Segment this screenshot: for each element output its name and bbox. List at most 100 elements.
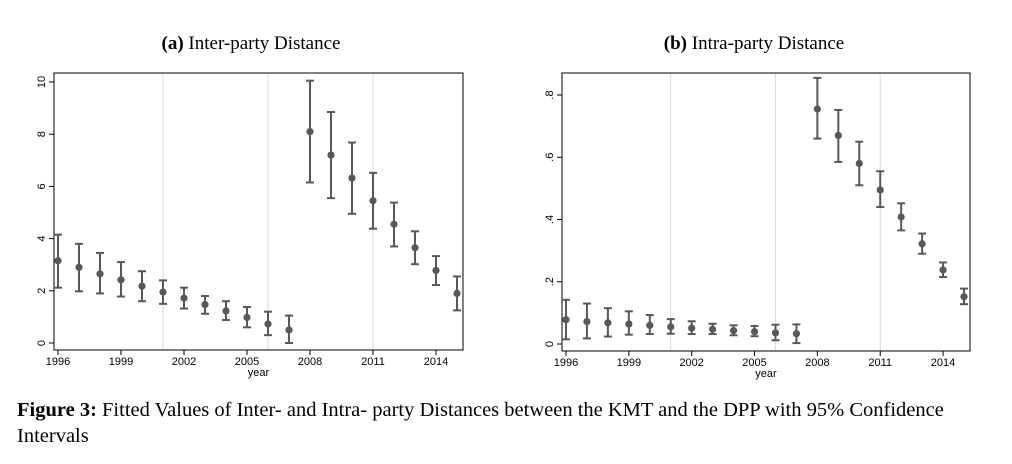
inter-marker bbox=[54, 257, 62, 265]
inter-ytick-label: 2 bbox=[36, 288, 48, 294]
intra-plot-frame bbox=[561, 72, 971, 352]
intra-point-2004 bbox=[729, 324, 738, 337]
intra-marker bbox=[604, 319, 612, 327]
intra-marker bbox=[939, 266, 947, 274]
inter-point-2001 bbox=[159, 279, 167, 305]
intra-point-1997 bbox=[582, 302, 591, 340]
inter-point-2011 bbox=[369, 171, 377, 230]
intra-marker bbox=[583, 317, 591, 326]
intra-marker bbox=[709, 325, 717, 333]
intra-marker bbox=[771, 329, 780, 337]
intra-xtick-label: 2011 bbox=[868, 357, 892, 369]
inter-point-1996 bbox=[54, 233, 62, 289]
intra-xtick-label: 2002 bbox=[679, 357, 703, 369]
inter-marker bbox=[285, 326, 293, 334]
inter-marker bbox=[138, 282, 146, 290]
inter-point-1998 bbox=[96, 251, 104, 295]
panel-b-title: (b) Intra-party Distance bbox=[556, 33, 952, 55]
inter-marker bbox=[411, 244, 419, 252]
inter-marker bbox=[432, 266, 440, 275]
inter-xtick-label: 1999 bbox=[109, 356, 133, 368]
intra-marker bbox=[960, 293, 968, 301]
inter-ytick-label: 0 bbox=[36, 340, 48, 346]
intra-marker bbox=[625, 320, 633, 328]
intra-point-2003 bbox=[708, 322, 717, 336]
inter-marker bbox=[201, 301, 209, 309]
intra-point-2010 bbox=[855, 140, 864, 187]
intra-marker bbox=[855, 159, 863, 168]
inter-xtick-label: 2011 bbox=[361, 356, 385, 368]
inter-marker bbox=[96, 270, 104, 278]
intra-point-2011 bbox=[876, 170, 885, 209]
intra-marker bbox=[646, 321, 654, 329]
intra-marker bbox=[918, 240, 926, 248]
inter-marker bbox=[264, 320, 272, 328]
inter-ytick-label: 8 bbox=[36, 131, 48, 137]
inter-xtick-label: 2005 bbox=[235, 356, 259, 368]
inter-point-2002 bbox=[180, 286, 188, 310]
intra-marker bbox=[834, 131, 842, 140]
intra-point-2012 bbox=[897, 202, 906, 232]
intra-point-2005 bbox=[750, 324, 759, 338]
inter-point-2010 bbox=[348, 141, 356, 215]
intra-point-2007 bbox=[792, 323, 801, 345]
intra-marker bbox=[729, 327, 738, 335]
intra-xtick-label: 2008 bbox=[805, 357, 829, 369]
inter-point-1999 bbox=[117, 261, 125, 298]
inter-marker bbox=[159, 288, 167, 296]
inter-point-2004 bbox=[222, 300, 230, 322]
intra-ytick-label: 0 bbox=[544, 341, 556, 347]
inter-plot-frame bbox=[53, 72, 464, 351]
intra-point-2009 bbox=[834, 108, 843, 163]
inter-xtick-label: 2008 bbox=[298, 356, 322, 368]
intra-marker bbox=[813, 105, 821, 113]
inter-point-2013 bbox=[411, 230, 419, 266]
inter-marker bbox=[327, 151, 335, 159]
inter-point-2015 bbox=[453, 275, 461, 312]
intra-xtick-label: 2005 bbox=[742, 357, 766, 369]
inter-point-2012 bbox=[390, 201, 398, 248]
intra-marker bbox=[562, 316, 570, 324]
intra-xtick-label: 1999 bbox=[617, 357, 641, 369]
panel-b-title-text: Intra-party Distance bbox=[691, 33, 845, 54]
inter-point-2000 bbox=[138, 270, 146, 303]
intra-xtick-label: 1996 bbox=[554, 357, 578, 369]
intra-ytick-label: .8 bbox=[544, 90, 556, 99]
intra-point-1999 bbox=[624, 310, 633, 336]
intra-ytick-label: .2 bbox=[544, 277, 556, 286]
panel-a-title-text: Inter-party Distance bbox=[188, 33, 341, 54]
panel-b-label: (b) bbox=[663, 33, 687, 54]
intra-point-1998 bbox=[603, 307, 612, 338]
inter-point-1997 bbox=[75, 242, 83, 293]
intra-point-2013 bbox=[918, 232, 927, 255]
figure-caption-label: Figure 3: bbox=[17, 399, 97, 421]
figure-caption: Figure 3: Fitted Values of Inter- and In… bbox=[17, 397, 1002, 449]
inter-ytick-label: 4 bbox=[36, 236, 48, 242]
figure-caption-text: Fitted Values of Inter- and Intra- party… bbox=[17, 399, 944, 447]
panel-a-title: (a) Inter-party Distance bbox=[53, 33, 449, 55]
intra-point-2015 bbox=[960, 287, 968, 306]
inter-point-2008 bbox=[306, 79, 314, 184]
intra-point-1996 bbox=[562, 298, 570, 341]
intra-point-2014 bbox=[939, 261, 948, 279]
intra-x-axis-label: year bbox=[755, 368, 777, 380]
intra-point-2008 bbox=[813, 76, 822, 140]
inter-x-axis-label: year bbox=[248, 367, 270, 379]
inter-marker bbox=[222, 307, 230, 315]
intra-marker bbox=[792, 330, 801, 338]
intra-marker bbox=[667, 323, 675, 331]
inter-marker bbox=[306, 127, 314, 136]
intra-point-2001 bbox=[666, 318, 675, 335]
intra-marker bbox=[897, 213, 905, 221]
intra-marker bbox=[688, 324, 696, 332]
intra-point-2000 bbox=[645, 314, 654, 336]
intra-ytick-label: .6 bbox=[544, 153, 556, 162]
inter-marker bbox=[75, 263, 83, 271]
inter-xtick-label: 2002 bbox=[172, 356, 196, 368]
intra-point-2006 bbox=[771, 323, 780, 342]
intra-xtick-label: 2014 bbox=[931, 357, 955, 369]
inter-marker bbox=[369, 197, 377, 205]
inter-point-2003 bbox=[201, 295, 209, 315]
